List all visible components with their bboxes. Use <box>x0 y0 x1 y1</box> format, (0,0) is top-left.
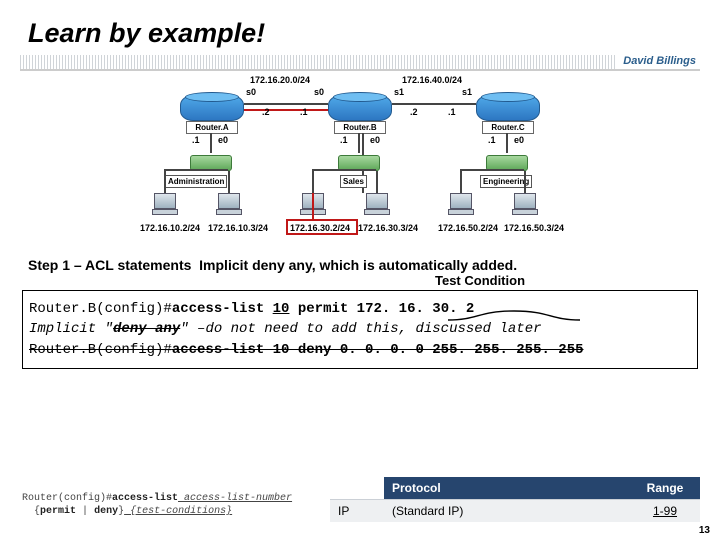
proto-note: (Standard IP) <box>384 499 630 522</box>
code-l3-prompt: Router.B(config)# <box>29 342 172 358</box>
syn-l1a: Router(config)# <box>22 493 112 504</box>
pc4-ip: 172.16.30.3/24 <box>358 223 418 233</box>
red-drop-to-pc <box>312 193 314 219</box>
link-a-b-red <box>244 109 328 111</box>
link-a-b <box>244 103 328 105</box>
pc-5 <box>448 193 474 217</box>
step1-rest: Implicit deny any, which is automaticall… <box>199 257 517 273</box>
code-l1-num: 10 <box>273 301 290 317</box>
subnet-top-right: 172.16.40.0/24 <box>402 75 462 85</box>
iface-s1-c: s1 <box>462 87 472 97</box>
iface-s0-b: s0 <box>314 87 324 97</box>
pc-4 <box>364 193 390 217</box>
iface-d2-ar: .2 <box>410 107 418 117</box>
syntax-line1: Router(config)#access-list access-list-n… <box>22 492 322 505</box>
router-c <box>476 95 540 121</box>
iface-s1-b: s1 <box>394 87 404 97</box>
iface-d1-c: .1 <box>488 135 496 145</box>
drop-a <box>210 133 212 153</box>
iface-d1-a: .1 <box>192 135 200 145</box>
pc2-ip: 172.16.10.3/24 <box>208 223 268 233</box>
protocol-header-row: Protocol Range <box>330 477 700 499</box>
pcw-5 <box>460 171 462 193</box>
brace-icon <box>448 308 580 322</box>
proto-h-protocol: Protocol <box>384 477 630 499</box>
author-name: David Billings <box>615 55 700 69</box>
syntax-line2: {permit | deny} {test-conditions} <box>22 505 322 518</box>
syntax-box: Router(config)#access-list access-list-n… <box>22 492 322 518</box>
router-a-label: Router.A <box>186 121 238 134</box>
proto-h-range: Range <box>630 477 700 499</box>
router-b-label: Router.B <box>334 121 386 134</box>
iface-d1-bl: .1 <box>300 107 308 117</box>
proto-range: 1-99 <box>630 499 700 522</box>
syn-l2c: | <box>76 506 94 517</box>
pc6-ip: 172.16.50.3/24 <box>504 223 564 233</box>
iface-d1-b: .1 <box>340 135 348 145</box>
syn-l2f: {test-conditions} <box>124 506 232 517</box>
link-b-c <box>392 103 476 105</box>
proto-ip: IP <box>330 499 384 522</box>
pcw-3 <box>312 171 314 193</box>
step1-label: Step 1 – ACL statements <box>28 257 191 273</box>
code-l2-deny: deny any <box>113 321 180 337</box>
pcbus-3 <box>460 169 524 171</box>
network-diagram: 172.16.20.0/24 172.16.40.0/24 Router.A R… <box>130 77 590 247</box>
pcw-4 <box>376 171 378 193</box>
protocol-ip-row: IP (Standard IP) 1-99 <box>330 499 700 522</box>
seg-sales: Sales <box>340 175 367 188</box>
code-line-2: Implicit "deny any" –do not need to add … <box>29 319 691 339</box>
iface-d1-br: .1 <box>448 107 456 117</box>
code-box: Router.B(config)#access-list 10 permit 1… <box>22 290 698 369</box>
code-line-3: Router.B(config)#access-list 10 deny 0. … <box>29 340 691 360</box>
drop-b <box>358 133 360 153</box>
subnet-top-left: 172.16.20.0/24 <box>250 75 310 85</box>
syn-l1c: access-list-number <box>178 493 292 504</box>
pcw-2 <box>228 171 230 193</box>
drop-c <box>506 133 508 153</box>
page-number: 13 <box>699 525 710 536</box>
iface-s0-a: s0 <box>246 87 256 97</box>
pc-6 <box>512 193 538 217</box>
pcw-6 <box>524 171 526 193</box>
iface-e0-a: e0 <box>218 135 228 145</box>
code-l1-cmd-b: permit 172. 16. 30. 2 <box>289 301 474 317</box>
code-l1-prompt: Router.B(config)# <box>29 301 172 317</box>
syn-l2b: permit <box>40 506 76 517</box>
title-stripes <box>20 55 615 69</box>
iface-e0-b: e0 <box>370 135 380 145</box>
red-highlight-box <box>286 219 358 235</box>
seg-admin: Administration <box>165 175 227 188</box>
pc-1 <box>152 193 178 217</box>
router-c-label: Router.C <box>482 121 534 134</box>
pcbus-1 <box>164 169 228 171</box>
syn-l1b: access-list <box>112 493 178 504</box>
title-divider: David Billings <box>20 55 700 71</box>
syn-l2d: deny <box>94 506 118 517</box>
test-condition-label: Test Condition <box>0 273 720 288</box>
step1-text: Step 1 – ACL statements Implicit deny an… <box>0 255 720 273</box>
code-l3-cmd: access-list 10 deny 0. 0. 0. 0 255. 255.… <box>172 342 584 358</box>
code-l2-a: Implicit " <box>29 321 113 337</box>
pcw-1 <box>164 171 166 193</box>
code-l2-b: " –do not need to add this, discussed la… <box>180 321 541 337</box>
pcbus-2 <box>312 169 376 171</box>
pc1-ip: 172.16.10.2/24 <box>140 223 200 233</box>
protocol-table: Protocol Range IP (Standard IP) 1-99 <box>330 477 700 522</box>
iface-d2-al: .2 <box>262 107 270 117</box>
slide-title: Learn by example! <box>0 0 720 55</box>
pc5-ip: 172.16.50.2/24 <box>438 223 498 233</box>
iface-e0-c: e0 <box>514 135 524 145</box>
code-l1-cmd-a: access-list <box>172 301 273 317</box>
router-a <box>180 95 244 121</box>
pc-2 <box>216 193 242 217</box>
code-line-1: Router.B(config)#access-list 10 permit 1… <box>29 299 691 319</box>
router-b <box>328 95 392 121</box>
